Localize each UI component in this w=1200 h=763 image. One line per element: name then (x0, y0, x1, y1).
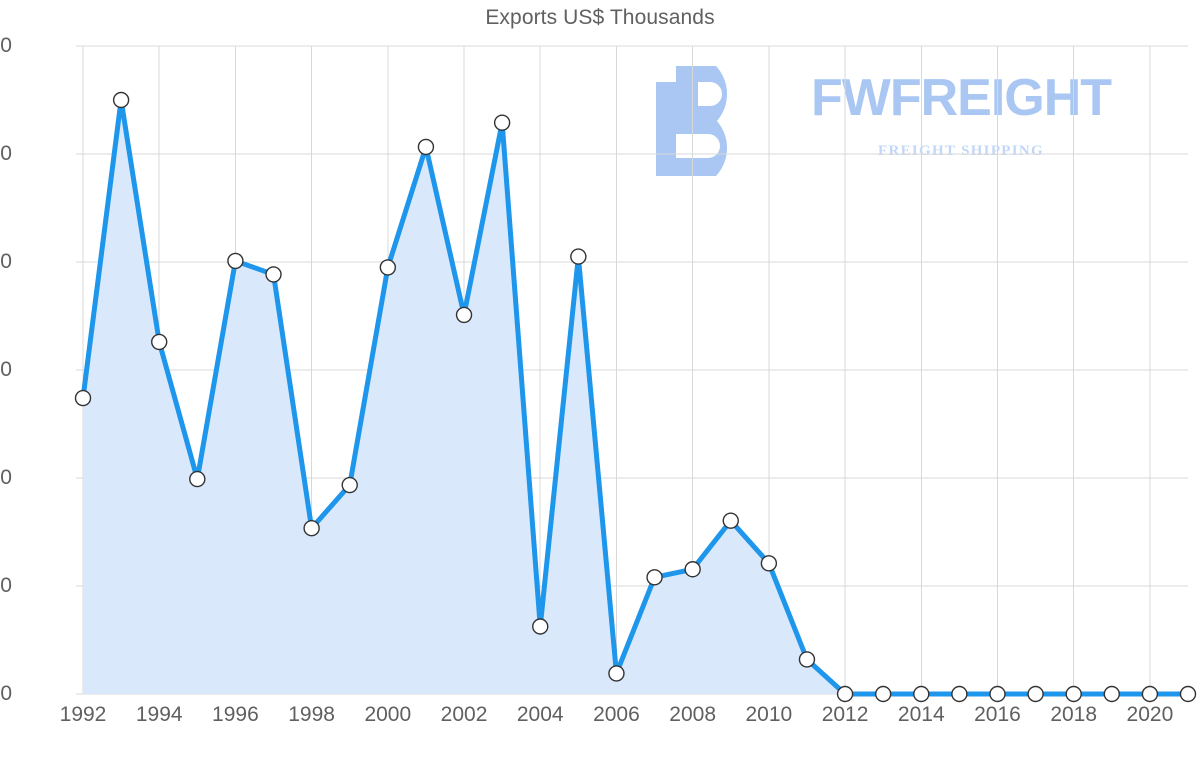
x-axis-tick-label: 2000 (364, 703, 412, 726)
x-axis-tick-label: 1994 (135, 703, 183, 726)
data-point-marker[interactable] (1103, 685, 1120, 703)
y-axis-tick-label: 1 000 (0, 142, 12, 165)
data-point-marker[interactable] (455, 306, 473, 324)
data-point-marker[interactable] (112, 91, 130, 109)
data-point-marker[interactable] (570, 248, 587, 265)
data-point-marker[interactable] (74, 389, 92, 407)
data-point-marker[interactable] (379, 259, 397, 276)
data-point-marker[interactable] (646, 569, 663, 586)
x-axis-tick-label: 2004 (516, 703, 564, 726)
data-point-marker[interactable] (913, 685, 930, 703)
x-axis-tick-label: 1996 (212, 703, 259, 726)
y-axis-tick-label: 0 (0, 682, 12, 705)
chart-title: Exports US$ Thousands (485, 6, 715, 29)
x-axis-tick-label: 1998 (288, 703, 335, 726)
data-point-marker[interactable] (417, 138, 435, 156)
data-point-marker[interactable] (951, 685, 968, 703)
data-point-marker[interactable] (836, 685, 854, 703)
x-axis-tick-label: 2014 (897, 703, 945, 726)
data-point-marker[interactable] (1065, 685, 1082, 703)
data-point-marker[interactable] (532, 618, 549, 635)
y-axis-tick-label: 400 (0, 466, 12, 489)
data-point-marker[interactable] (303, 520, 320, 537)
data-point-marker[interactable] (608, 665, 625, 682)
data-point-marker[interactable] (265, 266, 282, 283)
data-point-marker[interactable] (189, 470, 206, 488)
y-axis-tick-label: 200 (0, 574, 12, 597)
x-axis-tick-label: 2008 (669, 703, 716, 726)
data-point-marker[interactable] (760, 555, 778, 572)
y-axis-tick-label: 600 (0, 358, 12, 381)
data-point-marker[interactable] (798, 651, 816, 668)
data-point-marker[interactable] (493, 114, 511, 131)
data-point-marker[interactable] (1179, 685, 1197, 703)
x-axis-tick-label: 2006 (593, 703, 640, 726)
data-point-marker[interactable] (151, 333, 168, 351)
data-point-marker[interactable] (227, 252, 244, 270)
data-point-marker[interactable] (989, 685, 1006, 703)
x-axis-tick-label: 2012 (821, 703, 869, 726)
data-point-marker[interactable] (722, 512, 739, 529)
x-axis-tick-label: 2016 (974, 703, 1021, 726)
data-point-marker[interactable] (874, 685, 892, 703)
y-axis-tick-label: 1 200 (0, 34, 12, 57)
x-axis-tick-label: 2002 (440, 703, 488, 726)
y-axis-tick-label: 800 (0, 250, 12, 273)
x-axis-tick-label: 2020 (1126, 703, 1174, 726)
area-fill (83, 100, 1188, 694)
x-axis-tick-label: 2010 (745, 703, 793, 726)
x-axis-tick-label: 1992 (59, 703, 107, 726)
x-axis-tick-label: 2018 (1050, 703, 1098, 726)
data-point-marker[interactable] (1027, 685, 1044, 703)
data-point-marker[interactable] (684, 561, 701, 578)
data-point-marker[interactable] (1141, 685, 1159, 703)
data-point-marker[interactable] (341, 476, 358, 494)
